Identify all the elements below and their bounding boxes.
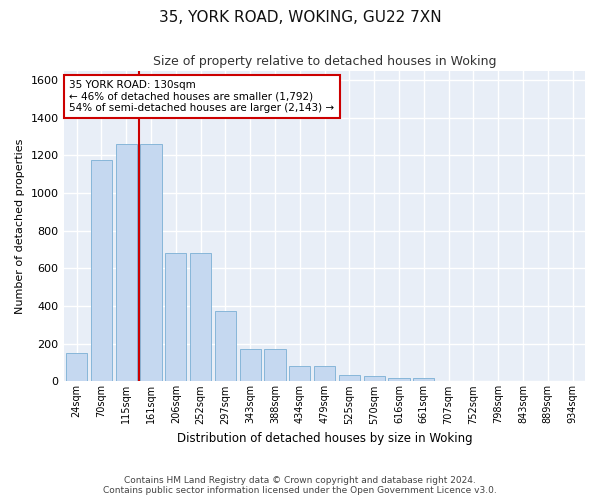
Bar — [190, 254, 211, 382]
Bar — [413, 378, 434, 382]
Bar — [215, 310, 236, 382]
Bar — [364, 376, 385, 382]
Title: Size of property relative to detached houses in Woking: Size of property relative to detached ho… — [153, 55, 496, 68]
Bar — [165, 254, 187, 382]
Text: 35 YORK ROAD: 130sqm
← 46% of detached houses are smaller (1,792)
54% of semi-de: 35 YORK ROAD: 130sqm ← 46% of detached h… — [70, 80, 335, 113]
Bar — [314, 366, 335, 382]
X-axis label: Distribution of detached houses by size in Woking: Distribution of detached houses by size … — [177, 432, 472, 445]
Bar — [66, 353, 87, 382]
Bar — [388, 378, 410, 382]
Bar — [289, 366, 310, 382]
Bar — [339, 375, 360, 382]
Bar — [91, 160, 112, 382]
Bar — [239, 350, 261, 382]
Y-axis label: Number of detached properties: Number of detached properties — [15, 138, 25, 314]
Text: 35, YORK ROAD, WOKING, GU22 7XN: 35, YORK ROAD, WOKING, GU22 7XN — [158, 10, 442, 25]
Bar — [116, 144, 137, 382]
Bar — [140, 144, 161, 382]
Bar — [265, 350, 286, 382]
Text: Contains HM Land Registry data © Crown copyright and database right 2024.
Contai: Contains HM Land Registry data © Crown c… — [103, 476, 497, 495]
